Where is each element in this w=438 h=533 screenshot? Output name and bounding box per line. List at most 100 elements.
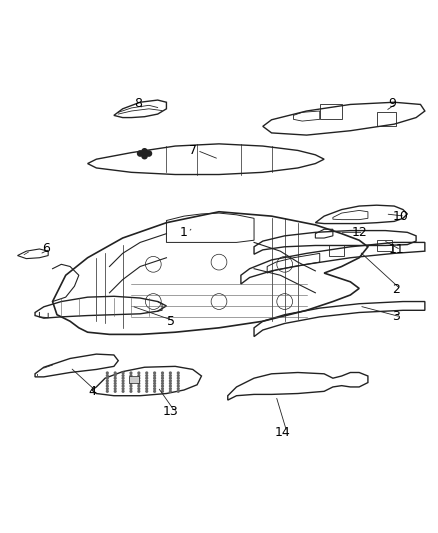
Circle shape bbox=[106, 380, 108, 382]
Circle shape bbox=[138, 380, 140, 382]
Circle shape bbox=[138, 372, 140, 374]
Circle shape bbox=[114, 383, 116, 384]
Circle shape bbox=[122, 375, 124, 376]
Circle shape bbox=[122, 383, 124, 384]
Circle shape bbox=[114, 372, 116, 374]
Circle shape bbox=[138, 391, 140, 392]
Bar bbox=[377, 240, 392, 251]
Circle shape bbox=[154, 391, 155, 392]
Circle shape bbox=[162, 372, 163, 374]
Circle shape bbox=[146, 388, 148, 390]
Circle shape bbox=[170, 383, 171, 384]
Circle shape bbox=[170, 375, 171, 376]
Circle shape bbox=[106, 372, 108, 374]
Circle shape bbox=[138, 375, 140, 376]
Bar bbox=[328, 245, 344, 255]
Circle shape bbox=[138, 385, 140, 387]
Text: 10: 10 bbox=[393, 209, 409, 223]
Circle shape bbox=[177, 375, 179, 376]
Circle shape bbox=[162, 385, 163, 387]
Circle shape bbox=[154, 385, 155, 387]
Circle shape bbox=[130, 375, 132, 376]
Circle shape bbox=[130, 388, 132, 390]
Circle shape bbox=[138, 151, 143, 156]
Circle shape bbox=[162, 377, 163, 379]
Text: 2: 2 bbox=[392, 283, 400, 296]
Circle shape bbox=[106, 375, 108, 376]
Circle shape bbox=[177, 385, 179, 387]
Circle shape bbox=[146, 380, 148, 382]
Text: 1: 1 bbox=[180, 226, 188, 239]
Circle shape bbox=[154, 375, 155, 376]
Circle shape bbox=[130, 391, 132, 392]
Circle shape bbox=[146, 372, 148, 374]
Text: 3: 3 bbox=[392, 310, 400, 324]
Circle shape bbox=[162, 375, 163, 376]
Circle shape bbox=[114, 375, 116, 376]
Circle shape bbox=[170, 380, 171, 382]
Circle shape bbox=[138, 377, 140, 379]
Circle shape bbox=[114, 380, 116, 382]
Circle shape bbox=[177, 377, 179, 379]
Circle shape bbox=[162, 380, 163, 382]
Circle shape bbox=[146, 151, 152, 156]
Text: 4: 4 bbox=[88, 385, 96, 398]
Circle shape bbox=[146, 377, 148, 379]
Text: 9: 9 bbox=[388, 97, 396, 110]
Circle shape bbox=[170, 372, 171, 374]
Circle shape bbox=[106, 377, 108, 379]
Circle shape bbox=[177, 372, 179, 374]
Circle shape bbox=[106, 385, 108, 387]
Circle shape bbox=[146, 391, 148, 392]
Circle shape bbox=[114, 385, 116, 387]
Circle shape bbox=[130, 380, 132, 382]
Text: 7: 7 bbox=[189, 144, 197, 157]
Circle shape bbox=[106, 388, 108, 390]
Circle shape bbox=[138, 383, 140, 384]
Circle shape bbox=[146, 385, 148, 387]
Bar bbox=[320, 104, 342, 119]
Circle shape bbox=[170, 377, 171, 379]
Circle shape bbox=[106, 391, 108, 392]
Text: 13: 13 bbox=[163, 406, 179, 418]
Bar bbox=[129, 376, 139, 383]
Circle shape bbox=[142, 154, 147, 159]
Circle shape bbox=[122, 391, 124, 392]
Circle shape bbox=[146, 383, 148, 384]
Text: 5: 5 bbox=[167, 315, 175, 328]
Text: 11: 11 bbox=[389, 244, 404, 256]
Bar bbox=[377, 112, 396, 126]
Circle shape bbox=[154, 372, 155, 374]
Text: 8: 8 bbox=[134, 97, 142, 110]
Circle shape bbox=[162, 388, 163, 390]
Circle shape bbox=[154, 383, 155, 384]
Circle shape bbox=[138, 388, 140, 390]
Circle shape bbox=[177, 380, 179, 382]
Circle shape bbox=[114, 391, 116, 392]
Circle shape bbox=[170, 388, 171, 390]
Circle shape bbox=[142, 149, 147, 154]
Circle shape bbox=[130, 383, 132, 384]
Circle shape bbox=[154, 377, 155, 379]
Text: 12: 12 bbox=[351, 226, 367, 239]
Circle shape bbox=[130, 372, 132, 374]
Circle shape bbox=[170, 385, 171, 387]
Text: 6: 6 bbox=[42, 243, 50, 255]
Circle shape bbox=[122, 385, 124, 387]
Circle shape bbox=[122, 388, 124, 390]
Circle shape bbox=[177, 388, 179, 390]
Circle shape bbox=[114, 377, 116, 379]
Circle shape bbox=[154, 380, 155, 382]
Circle shape bbox=[114, 388, 116, 390]
Circle shape bbox=[122, 380, 124, 382]
Circle shape bbox=[177, 383, 179, 384]
Circle shape bbox=[122, 377, 124, 379]
Circle shape bbox=[170, 391, 171, 392]
Circle shape bbox=[130, 377, 132, 379]
Circle shape bbox=[162, 383, 163, 384]
Circle shape bbox=[146, 375, 148, 376]
Circle shape bbox=[122, 372, 124, 374]
Text: 14: 14 bbox=[275, 425, 290, 439]
Circle shape bbox=[162, 391, 163, 392]
Circle shape bbox=[154, 388, 155, 390]
